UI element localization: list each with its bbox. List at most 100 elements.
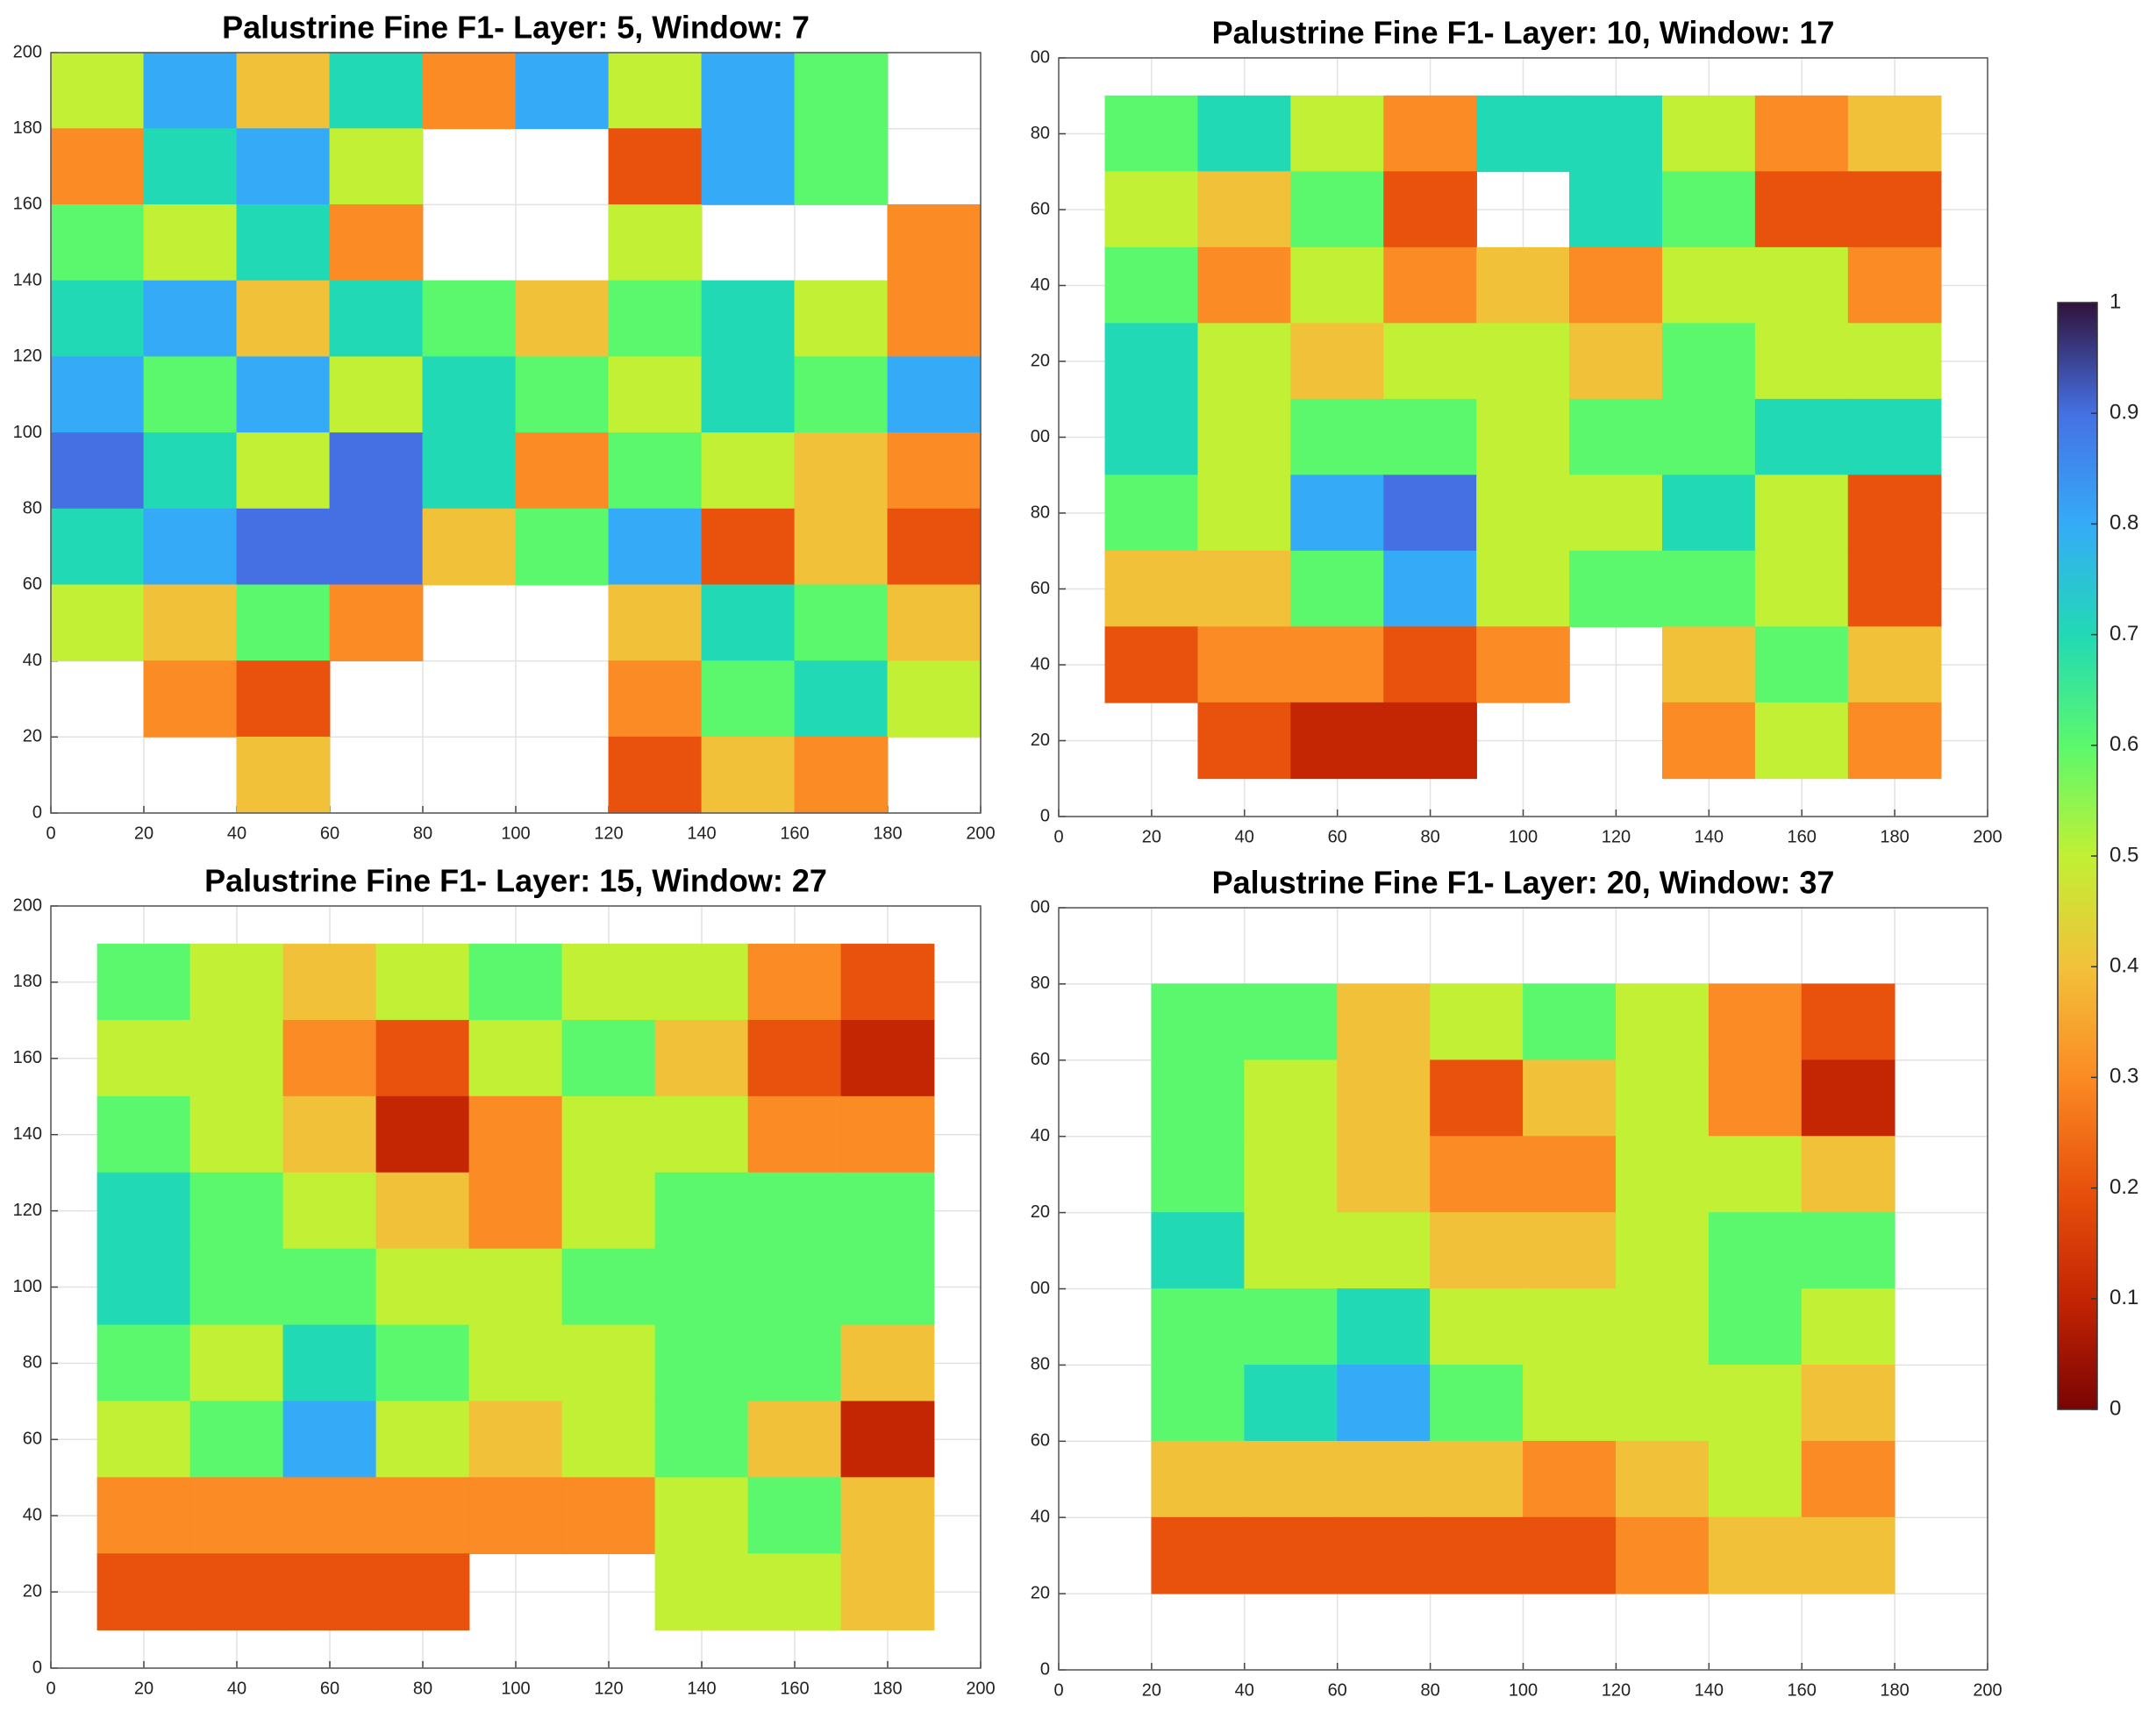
- heatmap-cell: [1847, 246, 1942, 325]
- heatmap-cell: [375, 1019, 470, 1097]
- heatmap-cell: [1754, 398, 1849, 476]
- heatmap-cell: [654, 1401, 749, 1479]
- heatmap-cell: [1847, 626, 1942, 703]
- heatmap-cell: [1151, 1365, 1246, 1442]
- heatmap-cell: [1661, 626, 1756, 703]
- heatmap-cell: [1290, 550, 1385, 628]
- heatmap-cell: [282, 1095, 377, 1173]
- y-tick-label: 00: [1031, 47, 1050, 67]
- y-tick-label: 200: [13, 42, 42, 61]
- y-tick-label: 80: [1031, 974, 1050, 993]
- heatmap-cell: [1801, 1136, 1895, 1213]
- heatmap-cell: [887, 356, 982, 433]
- heatmap-cell: [561, 1019, 656, 1097]
- heatmap-cell: [1569, 171, 1663, 248]
- heatmap-cell: [1661, 323, 1756, 400]
- axes-box: [1058, 57, 1988, 817]
- x-tick-label: 20: [1142, 827, 1161, 846]
- heatmap-cell: [1569, 246, 1663, 325]
- heatmap-cell: [236, 203, 331, 282]
- heatmap-cell: [1569, 398, 1663, 476]
- colorbar-tick-label: 0.5: [2110, 843, 2138, 867]
- heatmap-cell: [1383, 323, 1477, 400]
- heatmap-cell: [1523, 1440, 1617, 1518]
- x-tick-label: 0: [1053, 1680, 1063, 1700]
- x-tick-label: 180: [873, 824, 902, 843]
- heatmap-cell: [236, 52, 331, 130]
- heatmap-cell: [654, 1248, 749, 1326]
- heatmap-cell: [1476, 474, 1570, 552]
- heatmap-cell: [1337, 1212, 1431, 1289]
- heatmap-cell: [794, 128, 889, 205]
- heatmap-cell: [747, 944, 842, 1021]
- y-tick-label: 80: [1031, 503, 1050, 522]
- heatmap-cell: [1151, 1059, 1246, 1138]
- y-tick-label: 80: [23, 1353, 42, 1373]
- heatmap-cell: [840, 1401, 935, 1479]
- heatmap-cell: [236, 356, 331, 433]
- y-tick-label: 100: [13, 423, 42, 442]
- heatmap-cell: [282, 1324, 377, 1402]
- heatmap-cell: [1104, 398, 1199, 476]
- heatmap-cell: [1290, 474, 1385, 552]
- heatmap-cell: [375, 944, 470, 1021]
- heatmap-cell: [1383, 95, 1477, 173]
- heatmap-cell: [747, 1248, 842, 1326]
- heatmap-cell: [608, 584, 703, 662]
- heatmap-cell: [1151, 1212, 1246, 1289]
- x-tick-label: 60: [320, 824, 339, 843]
- heatmap-cell: [561, 1172, 656, 1250]
- heatmap-cell: [1476, 95, 1570, 173]
- heatmap-cell: [608, 508, 703, 586]
- colorbar-tick-label: 0.1: [2110, 1286, 2138, 1309]
- x-tick-label: 100: [1509, 1680, 1538, 1700]
- y-tick-label: 40: [23, 1505, 42, 1524]
- heatmap-cell: [1430, 1288, 1524, 1366]
- heatmap-cell: [236, 584, 331, 662]
- heatmap-cell: [515, 356, 610, 433]
- heatmap-cell: [1104, 95, 1199, 173]
- heatmap-cell: [1616, 1440, 1710, 1518]
- heatmap-cell: [1383, 246, 1477, 325]
- heatmap-cell: [701, 128, 796, 205]
- heatmap-cell: [1847, 550, 1942, 628]
- heatmap-cell: [1104, 171, 1199, 248]
- heatmap-cell: [189, 1477, 284, 1555]
- heatmap-cell: [1661, 398, 1756, 476]
- heatmap-cell: [1151, 983, 1246, 1061]
- heatmap-cell: [50, 356, 145, 433]
- heatmap-cell: [1523, 1136, 1617, 1213]
- heatmap-cell: [1661, 246, 1756, 325]
- heatmap-cell: [515, 432, 610, 510]
- heatmap-cell: [1708, 1516, 1803, 1594]
- heatmap-cell: [1104, 323, 1199, 400]
- heatmap-cell: [1244, 1059, 1339, 1138]
- x-tick-label: 180: [1880, 827, 1909, 846]
- y-tick-label: 20: [1031, 1583, 1050, 1602]
- heatmap-cell: [701, 280, 796, 358]
- colorbar-tick-label: 0.4: [2110, 954, 2138, 978]
- heatmap-cell: [1661, 95, 1756, 173]
- heatmap-cell: [1197, 323, 1292, 400]
- y-tick-label: 20: [1031, 1202, 1050, 1222]
- heatmap-cell: [794, 508, 889, 586]
- y-tick-label: 0: [32, 1658, 42, 1677]
- heatmap-cell: [96, 944, 191, 1021]
- heatmap-cell: [1523, 1288, 1617, 1366]
- heatmap-cell: [654, 1324, 749, 1402]
- y-tick-label: 120: [13, 346, 42, 366]
- y-tick-label: 0: [32, 802, 42, 822]
- heatmap-cell: [840, 1553, 935, 1630]
- heatmap-cell: [282, 1248, 377, 1326]
- colorbar-tick-label: 0.2: [2110, 1175, 2138, 1199]
- y-tick-label: 60: [23, 1430, 42, 1449]
- heatmap-cell: [840, 1172, 935, 1250]
- heatmap-cell: [1337, 1440, 1431, 1518]
- heatmap-cell: [1337, 1059, 1431, 1138]
- heatmap-cell: [189, 1019, 284, 1097]
- heatmap-cell: [1337, 1288, 1431, 1366]
- heatmap-cell: [468, 1401, 563, 1479]
- heatmap-cell: [468, 944, 563, 1021]
- heatmap-cell: [1616, 1059, 1710, 1138]
- heatmap-cell: [1476, 550, 1570, 628]
